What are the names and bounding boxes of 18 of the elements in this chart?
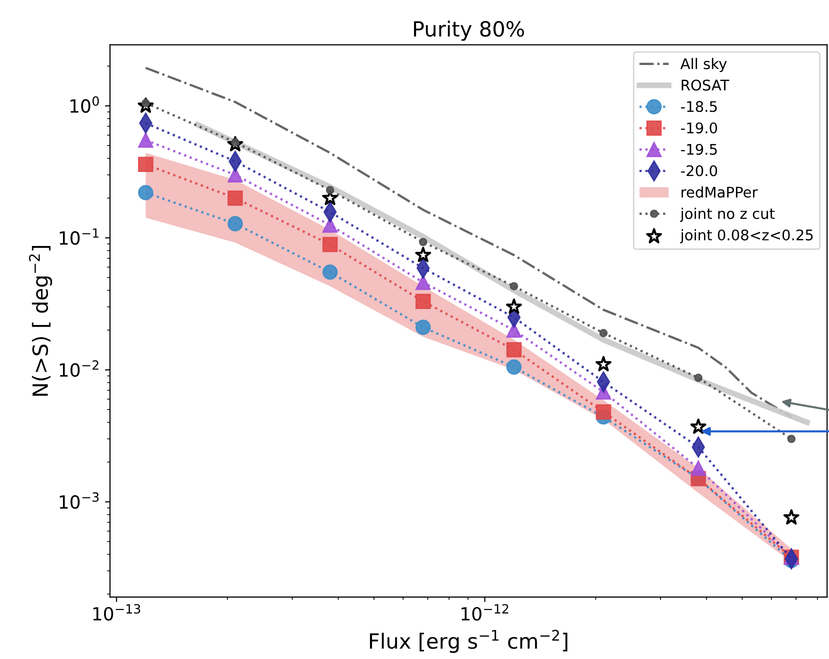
chart-title: Purity 80% — [414, 20, 524, 41]
x-axis-title: Flux [erg s$^{−1}$ cm$^{−2}$] — [370, 630, 568, 653]
legend-label: -20.0 — [681, 165, 718, 176]
legend-label: All sky — [680, 58, 727, 72]
y-axis-title: N(>S) [ deg$^{−2}$] — [28, 246, 52, 396]
x-tick-label: 10$^{−13}$ — [93, 604, 140, 621]
legend-label: joint 0.08<z<0.25 — [680, 229, 813, 244]
y-tick-label: 10$^{−2}$ — [60, 360, 98, 377]
y-tick-label: 10$^{−3}$ — [60, 492, 99, 509]
x-tick-label: 10$^{−12}$ — [462, 604, 508, 621]
legend-label: redMaPPer — [682, 186, 758, 198]
legend-label: ROSAT — [682, 80, 730, 91]
y-tick-label: 10$^{0}$ — [70, 96, 99, 113]
legend-label: joint no z cut — [680, 208, 775, 222]
legend-label: -18.5 — [681, 101, 717, 112]
y-tick-label: 10$^{−1}$ — [60, 228, 98, 245]
legend-label: -19.5 — [681, 144, 717, 155]
legend-label: -19.0 — [681, 122, 718, 134]
